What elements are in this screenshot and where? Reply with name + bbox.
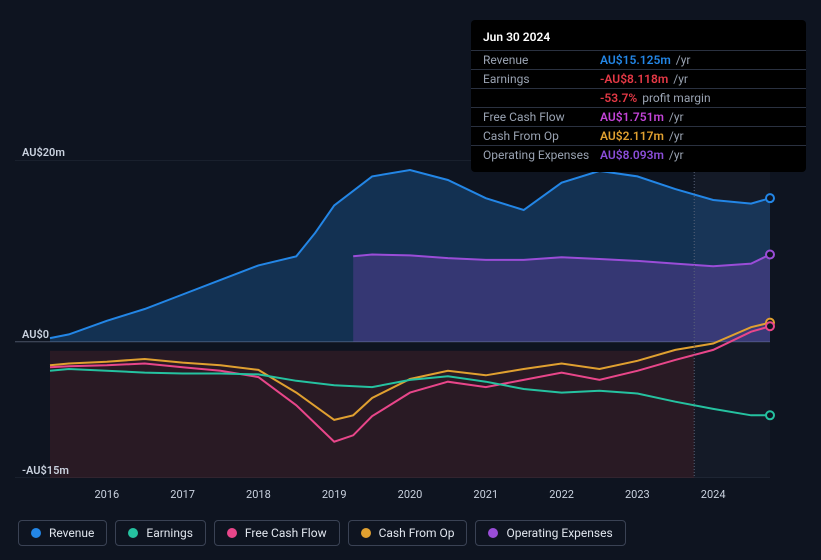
x-axis-label: 2019	[322, 488, 347, 501]
chart-plot: AU$20m AU$0 -AU$15m	[15, 160, 805, 478]
y-axis-zero-label: AU$0	[22, 328, 49, 341]
legend-label: Free Cash Flow	[245, 526, 327, 540]
x-axis-label: 2024	[701, 488, 726, 501]
legend-item-earnings[interactable]: Earnings	[115, 520, 206, 546]
tooltip-date: Jun 30 2024	[471, 28, 806, 50]
legend-swatch	[128, 528, 138, 538]
tooltip-row-value: AU$15.125m /yr	[600, 53, 794, 67]
tooltip-row-label: Earnings	[483, 72, 600, 86]
tooltip-row-label: Revenue	[483, 53, 600, 67]
tooltip-row: Cash From OpAU$2.117m /yr	[471, 126, 806, 145]
y-axis-bottom-label: -AU$15m	[22, 464, 69, 477]
tooltip-row: Earnings-AU$8.118m /yr	[471, 69, 806, 88]
legend-item-cfo[interactable]: Cash From Op	[348, 520, 468, 546]
y-axis-top-label: AU$20m	[22, 146, 65, 159]
legend-item-fcf[interactable]: Free Cash Flow	[214, 520, 340, 546]
legend-swatch	[31, 528, 41, 538]
tooltip-row: -53.7% profit margin	[471, 88, 806, 107]
tooltip-row: RevenueAU$15.125m /yr	[471, 50, 806, 69]
legend-label: Cash From Op	[379, 526, 455, 540]
tooltip-row: Operating ExpensesAU$8.093m /yr	[471, 145, 806, 164]
x-axis-label: 2020	[398, 488, 423, 501]
x-axis-label: 2021	[473, 488, 498, 501]
legend-swatch	[227, 528, 237, 538]
x-axis-label: 2023	[625, 488, 650, 501]
legend-label: Operating Expenses	[506, 526, 612, 540]
legend-item-revenue[interactable]: Revenue	[18, 520, 107, 546]
x-axis-label: 2022	[549, 488, 574, 501]
tooltip-row: Free Cash FlowAU$1.751m /yr	[471, 107, 806, 126]
legend-label: Revenue	[49, 526, 94, 540]
x-axis-labels: 2016 2017 2018 2019 2020 2021 2022 2023 2024	[15, 488, 805, 508]
legend-swatch	[488, 528, 498, 538]
tooltip-row-value: -53.7% profit margin	[600, 91, 794, 105]
chart-svg	[15, 160, 805, 478]
legend-item-opex[interactable]: Operating Expenses	[475, 520, 625, 546]
tooltip-row-value: AU$1.751m /yr	[600, 110, 794, 124]
legend-label: Earnings	[146, 526, 193, 540]
tooltip-row-value: AU$8.093m /yr	[600, 148, 794, 162]
chart-legend: Revenue Earnings Free Cash Flow Cash From O…	[18, 520, 626, 546]
tooltip-row-label: Cash From Op	[483, 129, 600, 143]
legend-swatch	[361, 528, 371, 538]
tooltip-row-label: Operating Expenses	[483, 148, 600, 162]
x-axis-label: 2017	[170, 488, 195, 501]
x-axis-label: 2016	[94, 488, 119, 501]
tooltip-row-label	[483, 91, 600, 105]
tooltip-row-value: AU$2.117m /yr	[600, 129, 794, 143]
tooltip-row-label: Free Cash Flow	[483, 110, 600, 124]
tooltip-row-value: -AU$8.118m /yr	[600, 72, 794, 86]
data-tooltip: Jun 30 2024 RevenueAU$15.125m /yrEarning…	[471, 20, 806, 172]
x-axis-label: 2018	[246, 488, 271, 501]
